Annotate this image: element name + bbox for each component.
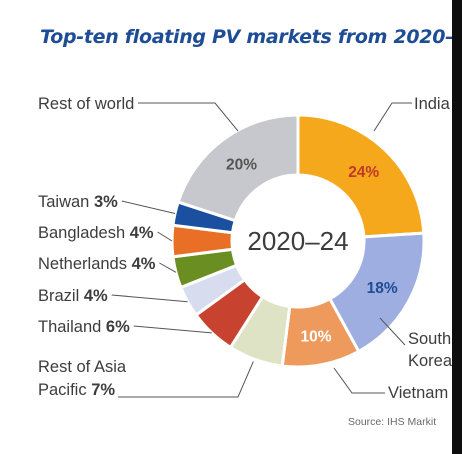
- slice-value-vietnam: 10%: [300, 328, 331, 345]
- label-netherlands: Netherlands 4%: [38, 255, 156, 273]
- slice-india: [296, 113, 426, 239]
- slice-value-south-korea: 18%: [367, 280, 398, 297]
- leader-bangladesh: [157, 231, 173, 242]
- center-label: 2020–24: [247, 226, 348, 256]
- leader-brazil: [111, 294, 188, 303]
- leader-south-korea: [379, 317, 406, 346]
- label-brazil: Brazil 4%: [38, 287, 108, 305]
- leader-lines: [111, 102, 412, 398]
- leader-rest-of-world: [138, 102, 239, 132]
- slice-value-rest-of-world: 20%: [226, 156, 257, 173]
- label-vietnam: Vietnam: [388, 384, 448, 402]
- leader-india: [373, 102, 412, 132]
- leader-taiwan: [121, 200, 176, 215]
- label-bangladesh: Bangladesh 4%: [38, 224, 154, 242]
- label-rest-of-asia-pacific: Rest of Asia Pacific 7%: [38, 358, 127, 399]
- slice-rest-of-world: [176, 113, 300, 223]
- label-south-korea: South Korea: [408, 330, 453, 370]
- donut-slices: [170, 113, 426, 369]
- chart-title: Top-ten floating PV markets from 2020–24: [40, 26, 462, 48]
- leader-vietnam: [333, 367, 385, 394]
- label-taiwan: Taiwan 3%: [38, 193, 118, 211]
- leader-netherlands: [159, 262, 177, 273]
- source-note: Source: IHS Markit: [348, 416, 437, 428]
- label-india: India: [414, 95, 451, 113]
- label-thailand: Thailand 6%: [38, 318, 130, 336]
- slice-value-india: 24%: [348, 164, 379, 181]
- leader-rest-of-asia-pacific: [118, 361, 254, 398]
- right-edge-border: [452, 0, 462, 454]
- label-rest-of-world: Rest of world: [38, 95, 134, 113]
- leader-thailand: [133, 325, 212, 334]
